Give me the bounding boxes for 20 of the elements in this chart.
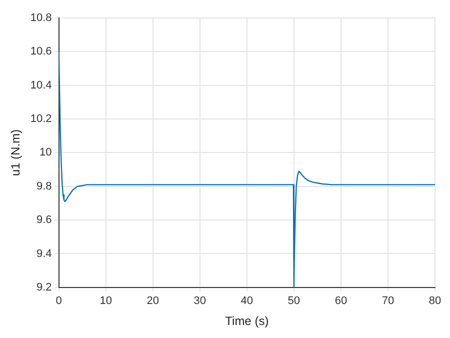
x-tick-label: 50	[288, 295, 300, 308]
x-tick-label: 70	[382, 295, 394, 308]
y-tick-label: 9.2	[36, 281, 52, 294]
x-tick-label: 60	[334, 295, 348, 308]
y-tick-label: 9.8	[36, 180, 52, 192]
x-axis-title: Time (s)	[225, 314, 269, 328]
y-tick-label: 9.4	[36, 248, 52, 260]
x-tick-label: 40	[240, 295, 254, 308]
y-axis-title: u1 (N.m)	[8, 129, 23, 176]
x-tick-label: 80	[428, 295, 442, 308]
y-tick-label: 10	[40, 146, 52, 159]
x-tick-label: 0	[56, 295, 62, 308]
x-tick-label: 10	[100, 295, 112, 308]
y-tick-label: 10.8	[30, 12, 52, 24]
y-tick-label: 9.6	[36, 214, 52, 226]
y-tick-label: 10.6	[30, 46, 52, 58]
x-tick-label: 30	[194, 295, 206, 308]
x-tick-label: 20	[146, 295, 159, 308]
y-tick-label: 10.4	[30, 79, 52, 92]
y-tick-label: 10.2	[30, 113, 52, 126]
